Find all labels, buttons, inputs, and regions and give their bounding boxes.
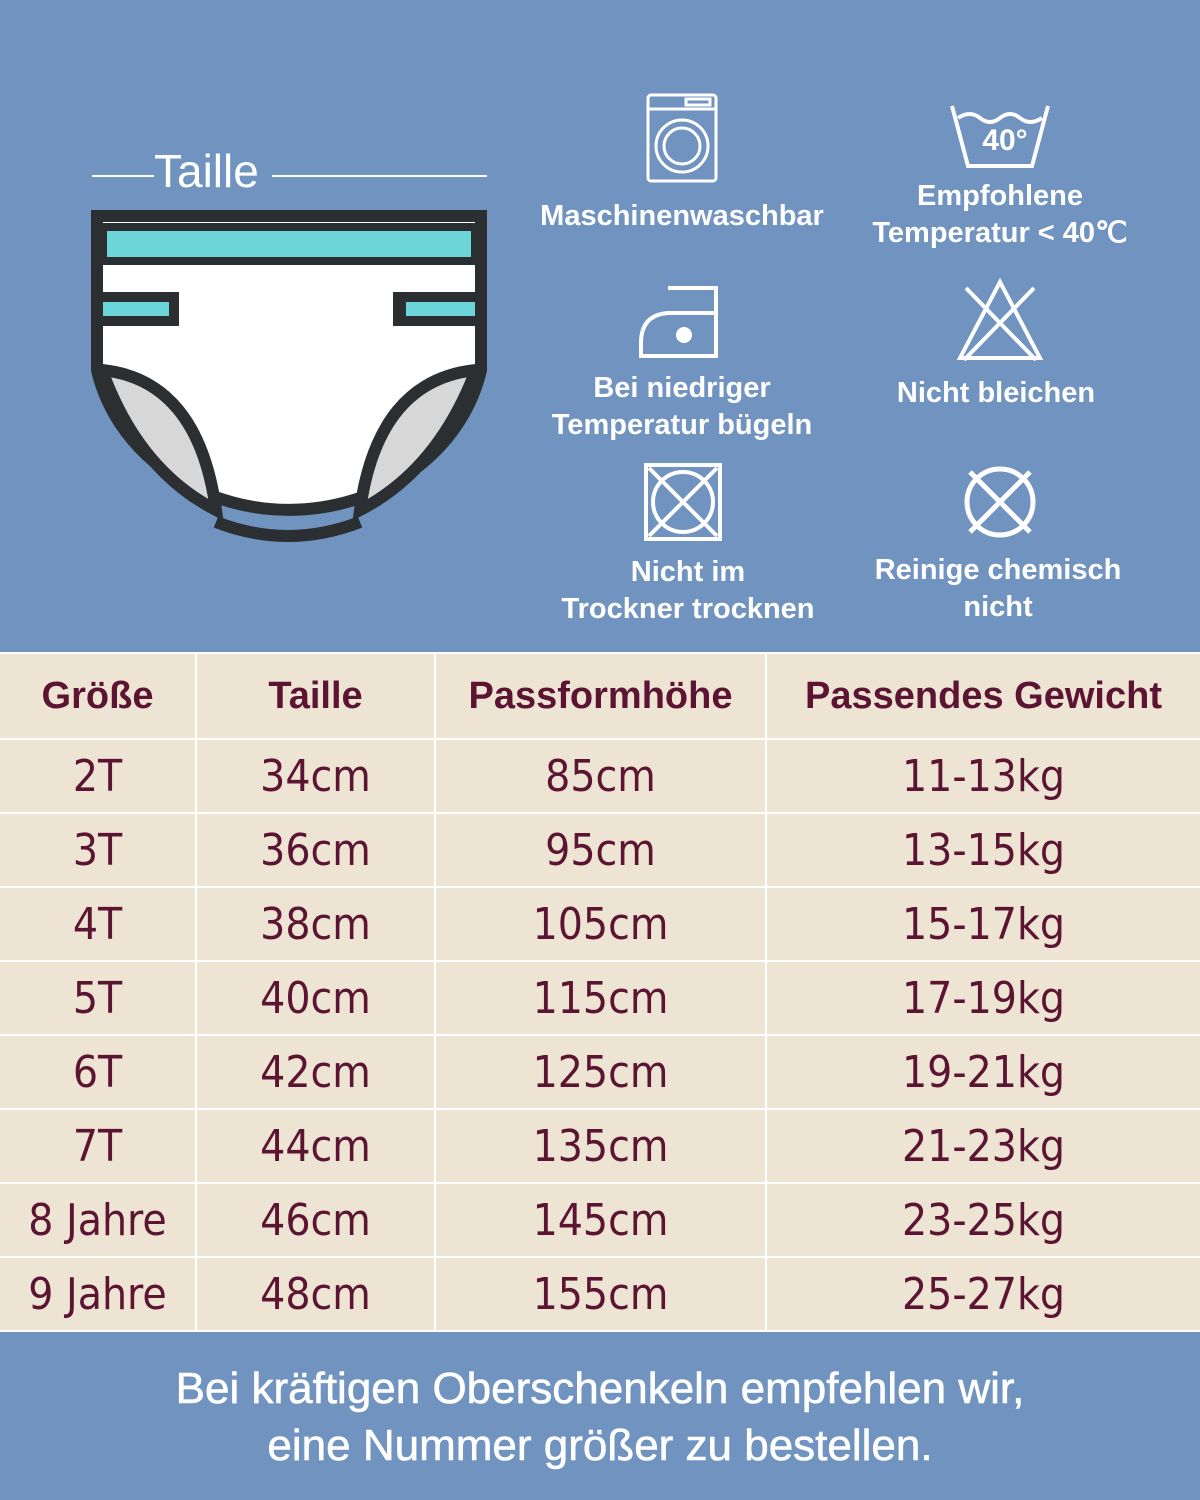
table-row: 2T 34cm 85cm 11-13kg xyxy=(0,738,1200,814)
cell-waist: 42cm xyxy=(195,1034,436,1110)
size-table: Größe Taille Passformhöhe Passendes Gewi… xyxy=(0,652,1200,1332)
care-label-no-tumble-dry: Nicht im Trockner trocknen xyxy=(561,556,815,625)
cell-fit-height: 125cm xyxy=(434,1034,767,1110)
no-tumble-dry-icon xyxy=(644,463,722,541)
table-row: 6T 42cm 125cm 19-21kg xyxy=(0,1034,1200,1110)
cell-waist: 36cm xyxy=(195,812,436,888)
cell-fit-height: 115cm xyxy=(434,960,767,1036)
cell-waist: 48cm xyxy=(195,1256,436,1332)
table-row: 9 Jahre 48cm 155cm 25-27kg xyxy=(0,1256,1200,1332)
cell-weight: 25-27kg xyxy=(765,1256,1200,1332)
table-row: 7T 44cm 135cm 21-23kg xyxy=(0,1108,1200,1184)
care-label-temperature: Empfohlene Temperatur < 40℃ xyxy=(872,180,1128,249)
header-weight: Passendes Gewicht xyxy=(765,652,1200,740)
cell-waist: 38cm xyxy=(195,886,436,962)
cell-fit-height: 135cm xyxy=(434,1108,767,1184)
cell-weight: 17-19kg xyxy=(765,960,1200,1036)
table-header-row: Größe Taille Passformhöhe Passendes Gewi… xyxy=(0,652,1200,740)
wash-40-icon xyxy=(950,105,1050,168)
cell-fit-height: 95cm xyxy=(434,812,767,888)
diaper-illustration xyxy=(91,210,487,542)
no-dry-clean-icon xyxy=(964,466,1036,538)
cell-size: 2T xyxy=(0,738,197,814)
cell-weight: 21-23kg xyxy=(765,1108,1200,1184)
no-bleach-icon xyxy=(956,278,1044,362)
table-row: 3T 36cm 95cm 13-15kg xyxy=(0,812,1200,888)
cell-size: 6T xyxy=(0,1034,197,1110)
cell-fit-height: 85cm xyxy=(434,738,767,814)
cell-waist: 34cm xyxy=(195,738,436,814)
cell-size: 4T xyxy=(0,886,197,962)
cell-size: 9 Jahre xyxy=(0,1256,197,1332)
care-label-no-dry-clean: Reinige chemisch nicht xyxy=(874,554,1122,623)
cell-waist: 40cm xyxy=(195,960,436,1036)
footer-note: Bei kräftigen Oberschenkeln empfehlen wi… xyxy=(175,1364,1025,1471)
header-fit-height: Passformhöhe xyxy=(434,652,767,740)
care-label-iron: Bei niedriger Temperatur bügeln xyxy=(551,372,813,441)
cell-size: 3T xyxy=(0,812,197,888)
iron-low-icon xyxy=(639,286,718,358)
taille-line-right xyxy=(272,175,487,177)
cell-size: 5T xyxy=(0,960,197,1036)
cell-fit-height: 155cm xyxy=(434,1256,767,1332)
taille-line-left xyxy=(92,175,154,177)
cell-fit-height: 105cm xyxy=(434,886,767,962)
washing-machine-icon xyxy=(646,93,718,183)
cell-weight: 11-13kg xyxy=(765,738,1200,814)
header-size: Größe xyxy=(0,652,197,740)
care-label-no-bleach: Nicht bleichen xyxy=(896,377,1096,409)
cell-size: 8 Jahre xyxy=(0,1182,197,1258)
cell-waist: 44cm xyxy=(195,1108,436,1184)
header-waist: Taille xyxy=(195,652,436,740)
wash-temp-text: 40° xyxy=(982,124,1028,157)
cell-waist: 46cm xyxy=(195,1182,436,1258)
taille-label: Taille xyxy=(154,145,259,197)
cell-size: 7T xyxy=(0,1108,197,1184)
cell-fit-height: 145cm xyxy=(434,1182,767,1258)
table-row: 4T 38cm 105cm 15-17kg xyxy=(0,886,1200,962)
cell-weight: 19-21kg xyxy=(765,1034,1200,1110)
table-row: 5T 40cm 115cm 17-19kg xyxy=(0,960,1200,1036)
cell-weight: 13-15kg xyxy=(765,812,1200,888)
table-row: 8 Jahre 46cm 145cm 23-25kg xyxy=(0,1182,1200,1258)
cell-weight: 15-17kg xyxy=(765,886,1200,962)
cell-weight: 23-25kg xyxy=(765,1182,1200,1258)
care-label-machine-wash: Maschinenwaschbar xyxy=(540,200,824,232)
